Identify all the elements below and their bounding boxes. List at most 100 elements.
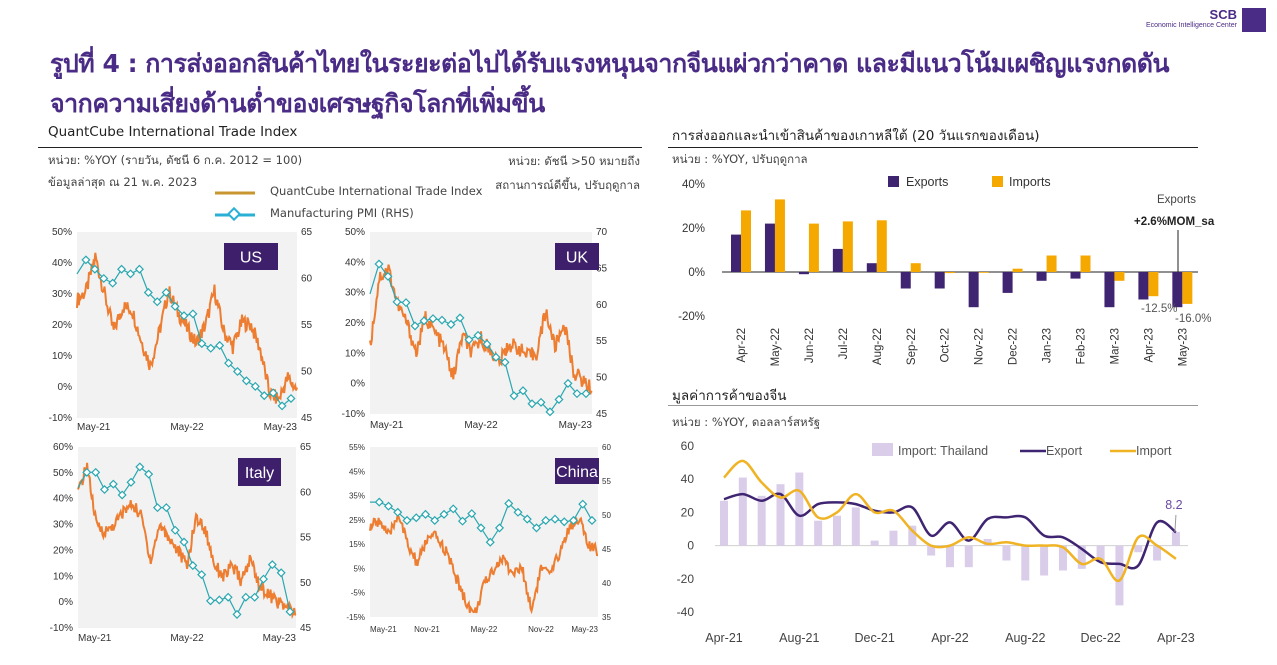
- may-data-label: -16.0%: [1175, 313, 1211, 325]
- pmi-marker: [581, 389, 591, 399]
- imports-bar: [1148, 272, 1159, 297]
- pmi-marker: [188, 561, 198, 571]
- country-label-box: [555, 243, 599, 270]
- exports-bar: [1104, 272, 1115, 308]
- pmi-marker: [205, 596, 216, 606]
- legend-import-thailand-swatch: [872, 443, 893, 456]
- y-left-tick-label: 0%: [59, 597, 74, 608]
- x-tick-label: Jul-22: [838, 328, 850, 359]
- pmi-marker: [81, 255, 91, 265]
- y-right-tick-label: 45: [300, 623, 312, 634]
- country-label: China: [556, 464, 598, 481]
- x-tick-label: May-22: [464, 420, 498, 431]
- imports-bar: [1080, 255, 1091, 272]
- imports-bar: [944, 272, 955, 274]
- quantcube-index-line: [77, 462, 297, 620]
- legend-quantcube: QuantCube International Trade Index: [270, 184, 483, 198]
- pmi-marker: [215, 340, 225, 350]
- pmi-marker: [476, 523, 486, 533]
- quantcube-index-line: [76, 252, 298, 404]
- x-tick-label: Apr-22: [736, 328, 748, 363]
- y-right-tick-label: 60: [301, 274, 313, 285]
- y-left-tick-label: 10%: [52, 351, 72, 362]
- pmi-marker: [392, 297, 402, 307]
- pmi-marker: [491, 352, 501, 362]
- exports-bar: [1138, 272, 1149, 300]
- exports-bar: [1036, 272, 1047, 281]
- logo-brand: SCB: [1209, 7, 1237, 22]
- country-label: Italy: [245, 465, 274, 482]
- import-thailand-bar: [1134, 545, 1143, 553]
- pmi-marker: [559, 517, 569, 527]
- imports-bar: [1012, 268, 1023, 272]
- exports-bar: [934, 272, 945, 289]
- legend-pmi-marker-icon: [226, 206, 242, 222]
- exports-bar: [731, 234, 741, 272]
- x-tick-label: May-22: [170, 422, 204, 433]
- pmi-marker: [572, 389, 582, 399]
- import-thailand-bar: [1021, 545, 1030, 581]
- pmi-marker: [117, 490, 127, 500]
- imports-bar: [1182, 272, 1193, 304]
- y-tick-label: 60: [681, 439, 695, 453]
- pmi-marker: [197, 339, 207, 349]
- y-right-tick-label: 35: [602, 613, 611, 622]
- y-right-tick-label: 40: [602, 579, 611, 588]
- x-tick-label: May-22: [170, 633, 204, 644]
- pmi-marker: [578, 499, 588, 509]
- pmi-marker: [563, 378, 573, 388]
- pmi-marker: [437, 315, 447, 325]
- pmi-marker: [144, 469, 154, 479]
- exports-bar: [832, 248, 843, 272]
- import-thailand-bar: [795, 472, 804, 546]
- imports-bar: [808, 223, 819, 272]
- import-thailand-bar: [738, 477, 747, 546]
- import-thailand-bar: [1115, 545, 1124, 606]
- y-left-tick-label: 50%: [52, 227, 72, 238]
- x-tick-label: Nov-21: [414, 625, 440, 634]
- import-thailand-bar: [757, 495, 766, 546]
- apr-data-label: -12.5%: [1141, 303, 1177, 315]
- pmi-marker: [419, 316, 429, 326]
- exports-bar: [764, 223, 775, 272]
- y-tick-label: 40: [681, 472, 695, 486]
- x-tick-label: Jun-22: [804, 328, 816, 363]
- import-thailand-bar: [870, 540, 879, 546]
- y-left-tick-label: 30%: [345, 288, 365, 299]
- x-tick-label: Feb-23: [1076, 328, 1088, 364]
- y-left-tick-label: 60%: [53, 442, 73, 453]
- pmi-marker: [134, 264, 144, 274]
- exports-bar: [1070, 272, 1081, 279]
- pmi-marker: [550, 514, 560, 524]
- import-thailand-bar: [1002, 545, 1011, 561]
- pmi-marker: [91, 467, 101, 477]
- y-left-tick-label: 40%: [345, 257, 365, 268]
- pmi-marker: [411, 513, 421, 523]
- pmi-marker: [513, 507, 523, 517]
- export-line: [723, 492, 1177, 570]
- pmi-marker: [518, 386, 528, 396]
- pmi-marker: [241, 376, 251, 386]
- pmi-marker: [277, 401, 287, 411]
- quantcube-index-line: [369, 264, 593, 395]
- x-tick-label: Jan-23: [1042, 328, 1054, 363]
- pmi-marker: [485, 537, 495, 547]
- legend-export-label: Export: [1046, 444, 1083, 458]
- x-tick-label: Dec-22: [1008, 328, 1020, 365]
- import-thailand-bar: [814, 520, 823, 546]
- y-left-tick-label: 30%: [52, 289, 72, 300]
- x-tick-label: Apr-23: [1143, 328, 1155, 363]
- pmi-marker: [527, 399, 537, 409]
- imports-bar: [1114, 272, 1125, 281]
- x-tick-label: Dec-21: [854, 631, 894, 645]
- pmi-marker: [531, 523, 542, 533]
- import-thailand-bar: [945, 545, 954, 568]
- pmi-marker: [232, 366, 243, 377]
- pmi-marker: [402, 515, 412, 525]
- x-tick-label: May-23: [264, 422, 298, 433]
- pmi-marker: [383, 271, 393, 281]
- x-tick-label: Mar-23: [1109, 328, 1121, 364]
- pmi-marker: [467, 509, 477, 519]
- y-right-tick-label: 55: [596, 336, 608, 347]
- pmi-marker: [108, 278, 118, 288]
